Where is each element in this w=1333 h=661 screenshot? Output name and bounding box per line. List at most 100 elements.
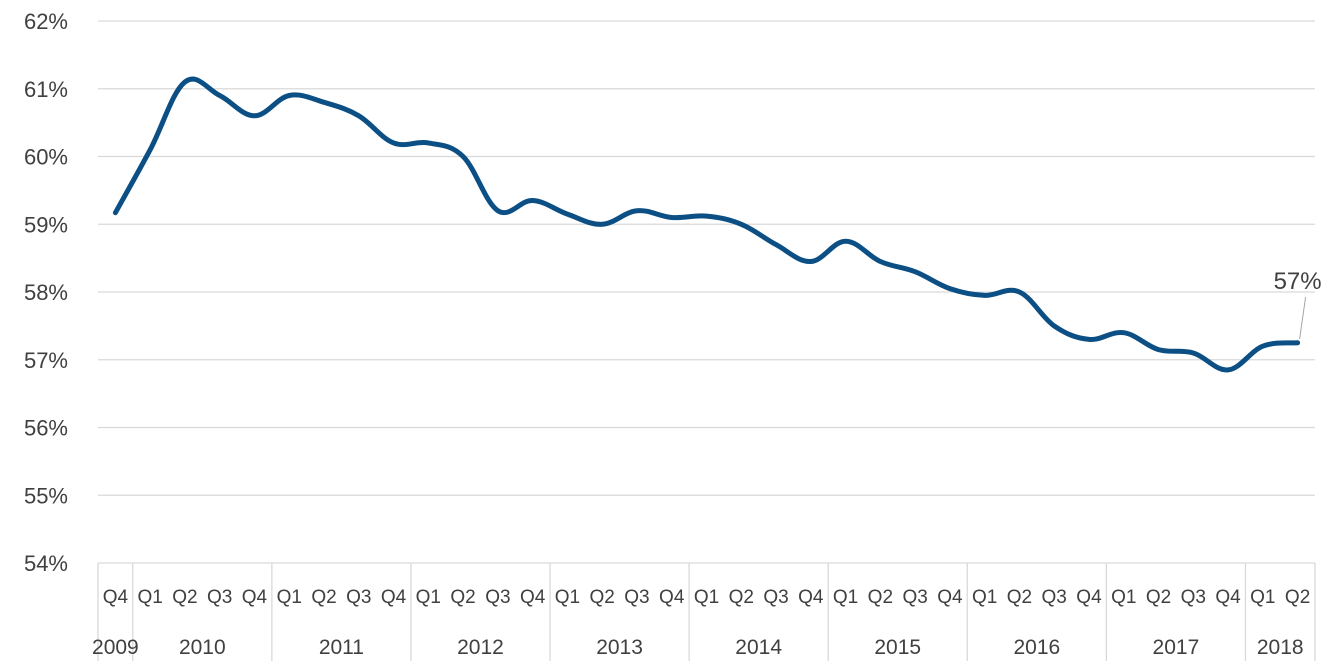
data-point bbox=[982, 293, 987, 298]
data-point bbox=[1191, 350, 1196, 355]
x-quarter-label: Q1 bbox=[1250, 587, 1275, 608]
y-tick-label: 62% bbox=[24, 9, 68, 34]
data-point bbox=[774, 242, 779, 247]
data-point bbox=[739, 222, 744, 227]
data-point bbox=[113, 210, 118, 215]
x-quarter-label: Q3 bbox=[902, 587, 927, 608]
data-point bbox=[1017, 290, 1022, 295]
y-tick-label: 59% bbox=[24, 212, 68, 237]
data-label-layer: 57% bbox=[1274, 268, 1322, 339]
data-point bbox=[947, 286, 952, 291]
x-quarter-label: Q2 bbox=[590, 587, 615, 608]
x-quarter-label: Q4 bbox=[242, 587, 268, 608]
data-point bbox=[217, 93, 222, 98]
x-quarter-label: Q2 bbox=[868, 587, 893, 608]
x-quarter-label: Q3 bbox=[485, 587, 510, 608]
x-quarter-label: Q1 bbox=[972, 587, 997, 608]
x-quarter-label: Q2 bbox=[1285, 587, 1310, 608]
x-year-label: 2018 bbox=[1257, 636, 1304, 659]
x-quarter-label: Q1 bbox=[137, 587, 162, 608]
x-quarter-label: Q2 bbox=[450, 587, 475, 608]
x-year-label: 2017 bbox=[1153, 636, 1200, 659]
x-year-label: 2014 bbox=[735, 636, 782, 659]
x-quarter-label: Q1 bbox=[1111, 587, 1136, 608]
data-point bbox=[913, 269, 918, 274]
x-year-label: 2015 bbox=[874, 636, 921, 659]
x-year-label: 2009 bbox=[92, 636, 139, 659]
y-tick-label: 58% bbox=[24, 280, 68, 305]
x-year-label: 2012 bbox=[457, 636, 504, 659]
data-point bbox=[1052, 323, 1057, 328]
x-quarter-label: Q2 bbox=[1146, 587, 1171, 608]
y-tick-label: 61% bbox=[24, 77, 68, 102]
data-point bbox=[287, 93, 292, 98]
x-axis bbox=[97, 562, 1316, 661]
y-tick-label: 55% bbox=[24, 483, 68, 508]
x-quarter-label: Q1 bbox=[555, 587, 580, 608]
data-label-last-point: 57% bbox=[1274, 268, 1322, 295]
x-quarter-label: Q4 bbox=[1215, 587, 1241, 608]
x-quarter-label: Q4 bbox=[103, 587, 129, 608]
x-quarter-label: Q2 bbox=[172, 587, 197, 608]
x-quarter-label: Q4 bbox=[381, 587, 407, 608]
x-quarter-label: Q4 bbox=[1076, 587, 1102, 608]
data-point bbox=[1295, 340, 1300, 345]
y-axis-tick-labels: 54% 55% 56% 57% 58% 59% 60% 61% 62% bbox=[24, 9, 68, 576]
data-point bbox=[1226, 367, 1231, 372]
data-point bbox=[1121, 330, 1126, 335]
data-point bbox=[600, 222, 605, 227]
x-quarter-label: Q3 bbox=[624, 587, 649, 608]
data-point bbox=[148, 147, 153, 152]
data-point bbox=[252, 113, 257, 118]
gridlines bbox=[98, 20, 1315, 496]
x-quarter-label: Q4 bbox=[798, 587, 824, 608]
data-point bbox=[426, 140, 431, 145]
data-point bbox=[182, 79, 187, 84]
data-point bbox=[843, 239, 848, 244]
y-tick-label: 54% bbox=[24, 551, 68, 576]
data-point bbox=[808, 259, 813, 264]
x-axis-year-labels: 2009 2010 2011 2012 2013 2014 2015 2016 2017 2018 bbox=[92, 636, 1304, 659]
data-label-leader-line bbox=[1299, 296, 1307, 339]
series-line bbox=[112, 76, 1301, 373]
data-point bbox=[1086, 337, 1091, 342]
data-point bbox=[565, 212, 570, 217]
x-quarter-label: Q3 bbox=[1042, 587, 1067, 608]
x-year-label: 2010 bbox=[179, 636, 226, 659]
data-point bbox=[1156, 347, 1161, 352]
series-layer bbox=[112, 76, 1301, 373]
x-quarter-label: Q3 bbox=[1181, 587, 1206, 608]
data-point bbox=[356, 113, 361, 118]
x-year-label: 2016 bbox=[1013, 636, 1060, 659]
x-quarter-label: Q2 bbox=[729, 587, 754, 608]
x-axis-quarter-labels: Q4 Q1 Q2 Q3 Q4 Q1 Q2 Q3 Q4 Q1 Q2 Q3 Q4 Q1 Q2 Q3 Q4 Q1 Q2 Q3… bbox=[103, 587, 1311, 608]
data-point bbox=[669, 215, 674, 220]
x-quarter-label: Q4 bbox=[937, 587, 963, 608]
y-tick-label: 56% bbox=[24, 416, 68, 441]
y-tick-label: 60% bbox=[24, 145, 68, 170]
x-quarter-label: Q1 bbox=[277, 587, 302, 608]
x-quarter-label: Q2 bbox=[311, 587, 336, 608]
x-quarter-label: Q1 bbox=[833, 587, 858, 608]
y-tick-label: 57% bbox=[24, 348, 68, 373]
x-year-label: 2011 bbox=[319, 636, 364, 659]
x-quarter-label: Q2 bbox=[1007, 587, 1032, 608]
data-point bbox=[461, 154, 466, 159]
data-point bbox=[530, 198, 535, 203]
x-year-label: 2013 bbox=[596, 636, 643, 659]
x-quarter-label: Q3 bbox=[346, 587, 371, 608]
x-quarter-label: Q3 bbox=[763, 587, 788, 608]
data-point bbox=[322, 100, 327, 105]
data-point bbox=[1260, 344, 1265, 349]
x-quarter-label: Q4 bbox=[659, 587, 685, 608]
x-quarter-label: Q3 bbox=[207, 587, 232, 608]
data-point bbox=[495, 208, 500, 213]
data-point bbox=[878, 259, 883, 264]
x-quarter-label: Q1 bbox=[416, 587, 441, 608]
data-point bbox=[634, 208, 639, 213]
x-quarter-label: Q1 bbox=[694, 587, 719, 608]
data-point bbox=[704, 214, 709, 219]
x-quarter-label: Q4 bbox=[520, 587, 546, 608]
data-point bbox=[391, 140, 396, 145]
